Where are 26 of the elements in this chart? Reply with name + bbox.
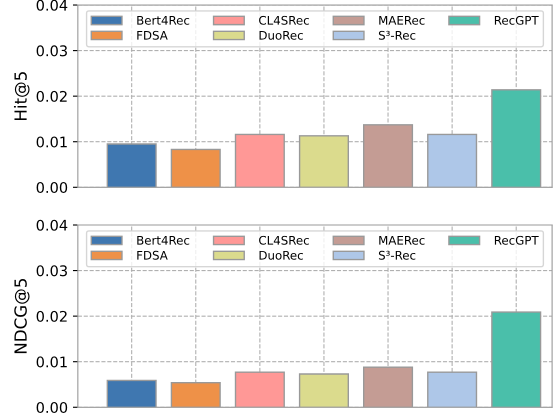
- legend-label: DuoRec: [260, 250, 303, 260]
- y-tick-label: 0.01: [36, 136, 67, 148]
- legend-label: S³-Rec: [378, 250, 416, 260]
- legend-label: RecGPT: [494, 236, 539, 245]
- y-tick-label: 0.00: [36, 402, 68, 414]
- y-tick-label: 0.04: [36, 0, 68, 11]
- legend-label: Bert4Rec: [137, 16, 190, 25]
- legend-label: RecGPT: [494, 16, 539, 25]
- legend-label: CL4SRec: [259, 236, 309, 245]
- legend-label: S³-Rec: [378, 30, 416, 40]
- legend-label: FDSA: [137, 250, 168, 260]
- legend-label: DuoRec: [260, 30, 303, 40]
- y-tick-label: 0.02: [36, 310, 67, 322]
- y-tick-label: 0.01: [36, 356, 67, 368]
- legend-label: FDSA: [137, 30, 168, 40]
- y-tick-label: 0.03: [36, 45, 67, 56]
- legend-label: MAERec: [379, 236, 425, 245]
- legend-label: CL4SRec: [259, 16, 309, 25]
- y-axis-title: Hit@5: [14, 72, 30, 120]
- y-tick-label: 0.03: [36, 265, 67, 276]
- y-tick-label: 0.00: [36, 182, 68, 194]
- legend-label: MAERec: [379, 16, 425, 25]
- y-tick-label: 0.04: [36, 220, 68, 231]
- y-tick-label: 0.02: [36, 90, 67, 102]
- y-axis-title: NDCG@5: [14, 279, 30, 354]
- legend-label: Bert4Rec: [137, 236, 190, 245]
